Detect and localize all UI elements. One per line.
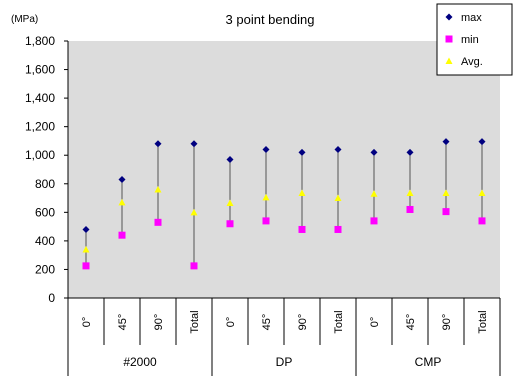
point-min <box>334 225 342 233</box>
point-max <box>118 175 126 183</box>
point-avg <box>478 189 486 197</box>
point-avg <box>262 193 270 201</box>
point-avg <box>370 190 378 197</box>
x-tick-label: 45° <box>261 314 273 331</box>
x-tick-label: 45° <box>405 314 417 331</box>
point-avg <box>118 198 126 206</box>
y-tick-label: 600 <box>35 205 55 219</box>
point-avg <box>298 189 306 197</box>
point-max <box>298 148 306 156</box>
legend-marker-min <box>445 35 453 43</box>
group-label: #2000 <box>123 355 157 369</box>
point-max <box>262 146 270 154</box>
point-min <box>478 217 486 225</box>
legend-label: Avg. <box>461 56 483 68</box>
point-min <box>118 231 126 239</box>
y-tick-label: 800 <box>35 177 55 191</box>
point-min <box>262 217 270 225</box>
y-tick-label: 1,200 <box>25 120 55 134</box>
point-max <box>406 148 414 156</box>
y-tick-label: 1,600 <box>25 63 55 77</box>
legend-label: min <box>461 34 479 46</box>
group-label: DP <box>276 355 293 369</box>
point-avg <box>442 189 450 197</box>
x-tick-label: 45° <box>117 314 129 331</box>
point-max <box>478 138 486 146</box>
point-max <box>154 140 162 148</box>
point-min <box>298 225 306 233</box>
point-max <box>334 146 342 154</box>
y-tick-label: 400 <box>35 234 55 248</box>
point-max <box>190 140 198 148</box>
point-min <box>226 220 234 228</box>
x-tick-label: 90° <box>297 314 309 331</box>
point-max <box>226 156 234 164</box>
point-avg <box>82 245 90 253</box>
legend-marker-max <box>445 13 453 21</box>
x-tick-label: 0° <box>225 317 237 328</box>
point-max <box>442 138 450 146</box>
legend-marker-avg <box>445 57 453 64</box>
y-tick-label: 1,800 <box>25 34 55 48</box>
point-avg <box>154 185 162 193</box>
x-tick-label: Total <box>189 310 201 333</box>
x-tick-label: 90° <box>441 314 453 331</box>
x-tick-label: Total <box>333 310 345 333</box>
x-tick-label: 90° <box>153 314 165 331</box>
plot-area <box>68 41 500 298</box>
legend-label: max <box>461 12 482 24</box>
point-min <box>370 217 378 225</box>
x-tick-label: Total <box>477 310 489 333</box>
point-max <box>82 225 90 233</box>
point-avg <box>226 199 234 207</box>
chart-title: 3 point bending <box>226 12 315 27</box>
point-min <box>190 262 198 270</box>
point-avg <box>406 189 414 197</box>
x-tick-label: 0° <box>81 317 93 328</box>
point-min <box>82 262 90 270</box>
point-min <box>406 205 414 213</box>
y-tick-label: 0 <box>48 291 55 305</box>
point-max <box>370 148 378 156</box>
point-min <box>154 218 162 226</box>
group-label: CMP <box>415 355 442 369</box>
y-tick-label: 1,400 <box>25 91 55 105</box>
y-unit-label: (MPa) <box>11 14 38 25</box>
x-tick-label: 0° <box>369 317 381 328</box>
y-tick-label: 1,000 <box>25 148 55 162</box>
point-avg <box>190 208 198 216</box>
point-avg <box>334 194 342 202</box>
point-min <box>442 208 450 216</box>
y-tick-label: 200 <box>35 262 55 276</box>
